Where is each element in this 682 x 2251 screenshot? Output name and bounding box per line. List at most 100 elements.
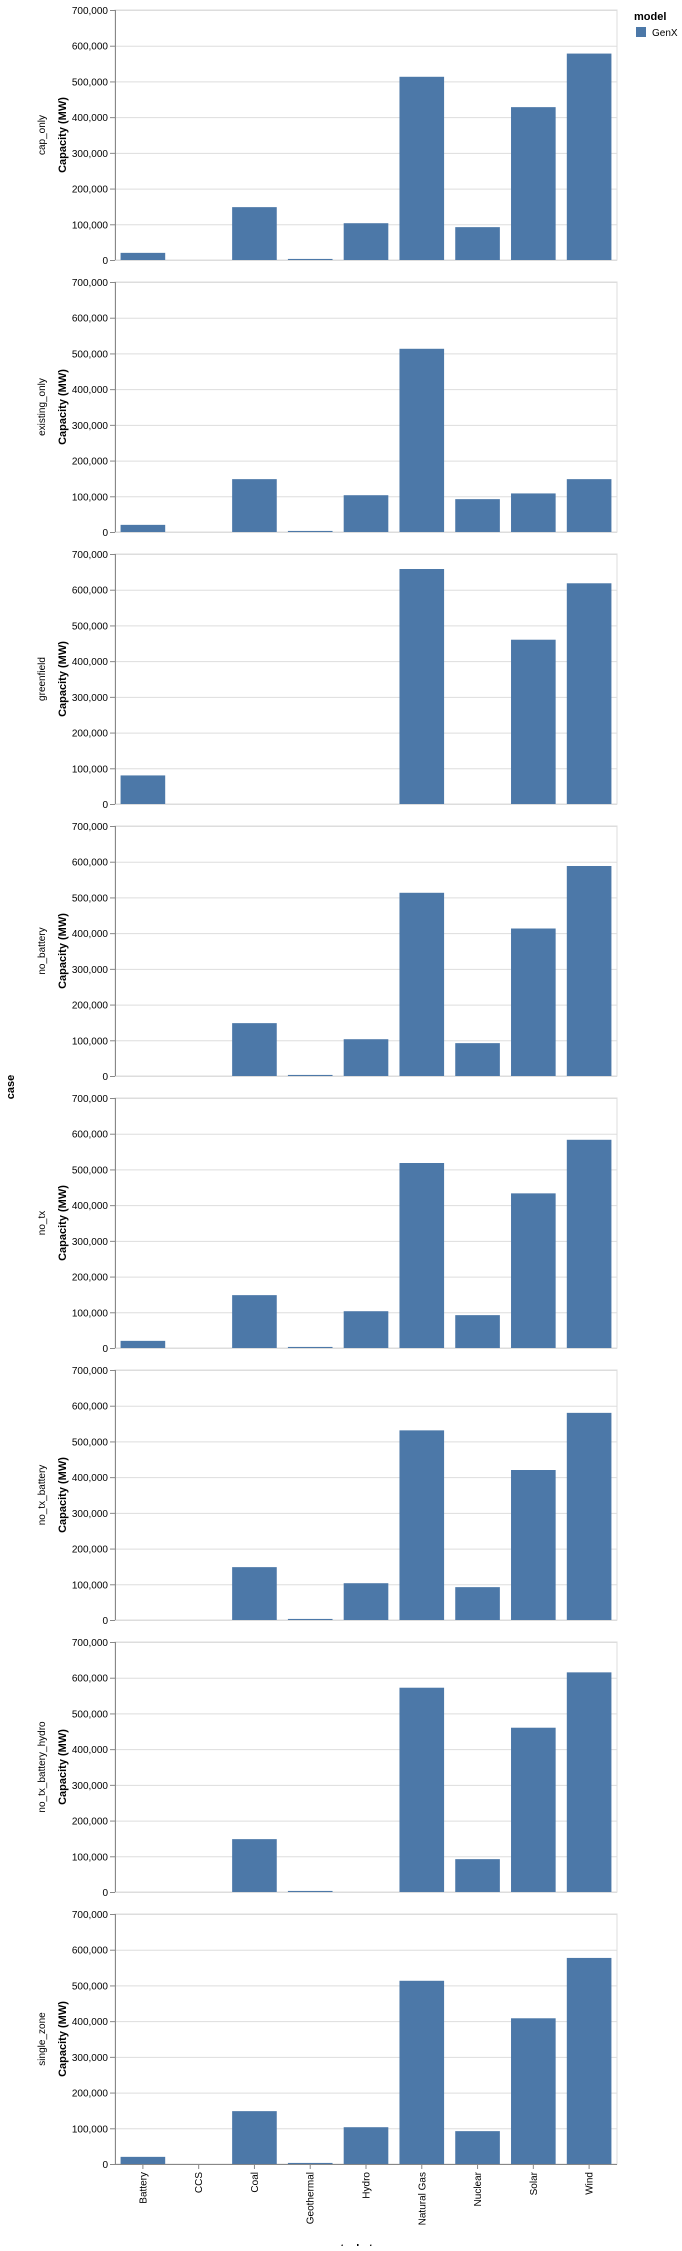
y-tick-label: 200,000	[72, 1001, 109, 1012]
bar-single_zone-wind	[566, 1957, 612, 2164]
y-tick-label: 700,000	[72, 1910, 109, 1921]
y-tick-label: 500,000	[72, 621, 109, 632]
y-tick-label: 500,000	[72, 349, 109, 360]
bar-greenfield-natural-gas	[399, 569, 445, 804]
y-tick-label: 300,000	[72, 693, 109, 704]
y-tick-label: 400,000	[72, 385, 109, 396]
y-tick-label: 400,000	[72, 657, 109, 668]
x-tick-label: Geothermal	[306, 2172, 317, 2224]
bar-no_tx_battery-solar	[511, 1470, 556, 1620]
y-tick-label: 400,000	[72, 113, 109, 124]
facet-label-cap_only: cap_only	[37, 115, 48, 155]
y-axis-title: Capacity (MW)	[57, 97, 69, 173]
bar-no_battery-solar	[511, 928, 556, 1076]
bar-greenfield-battery	[120, 775, 166, 804]
y-tick-label: 0	[102, 528, 108, 539]
bar-no_battery-hydro	[343, 1039, 389, 1076]
bar-no_battery-geothermal	[287, 1074, 333, 1076]
y-tick-label: 300,000	[72, 1509, 109, 1520]
x-tick-label: CCS	[194, 2172, 205, 2193]
y-tick-label: 700,000	[72, 1638, 109, 1649]
y-tick-label: 700,000	[72, 1094, 109, 1105]
bar-existing_only-coal	[232, 479, 277, 532]
x-tick-label: Wind	[585, 2172, 596, 2195]
y-axis-title: Capacity (MW)	[57, 641, 69, 717]
y-tick-label: 300,000	[72, 965, 109, 976]
facet-label-no_battery: no_battery	[37, 927, 48, 974]
y-tick-label: 600,000	[72, 314, 109, 325]
bar-existing_only-battery	[120, 524, 166, 532]
y-tick-label: 500,000	[72, 893, 109, 904]
legend-item-label: GenX	[652, 28, 678, 39]
bar-no_tx_battery-geothermal	[287, 1618, 333, 1620]
row-title: case	[5, 1075, 17, 1099]
bar-no_tx-wind	[566, 1139, 612, 1348]
y-axis-title: Capacity (MW)	[57, 1185, 69, 1261]
legend-swatch	[636, 27, 646, 37]
bar-cap_only-natural-gas	[399, 76, 445, 261]
y-tick-label: 700,000	[72, 822, 109, 833]
y-tick-label: 300,000	[72, 149, 109, 160]
y-tick-label: 500,000	[72, 1981, 109, 1992]
y-tick-label: 600,000	[72, 42, 109, 53]
y-tick-label: 500,000	[72, 1437, 109, 1448]
y-tick-label: 600,000	[72, 858, 109, 869]
y-axis-title: Capacity (MW)	[57, 1457, 69, 1533]
legend-title: model	[634, 11, 666, 23]
bar-single_zone-battery	[120, 2156, 166, 2164]
bar-single_zone-nuclear	[455, 2131, 500, 2164]
x-tick-label: Coal	[250, 2172, 261, 2193]
y-tick-label: 300,000	[72, 1237, 109, 1248]
bar-no_tx_battery-nuclear	[455, 1587, 500, 1620]
y-tick-label: 200,000	[72, 1817, 109, 1828]
y-tick-label: 400,000	[72, 1745, 109, 1756]
y-tick-label: 0	[102, 1616, 108, 1627]
facet-label-single_zone: single_zone	[37, 2012, 48, 2066]
bar-no_tx-battery	[120, 1340, 166, 1348]
y-tick-label: 400,000	[72, 1201, 109, 1212]
y-tick-label: 500,000	[72, 1709, 109, 1720]
y-tick-label: 700,000	[72, 550, 109, 561]
bar-greenfield-solar	[511, 639, 556, 804]
bar-no_tx_battery-natural-gas	[399, 1430, 445, 1620]
y-tick-label: 0	[102, 2160, 108, 2171]
bar-cap_only-geothermal	[287, 258, 333, 260]
y-tick-label: 0	[102, 256, 108, 267]
y-tick-label: 100,000	[72, 2124, 109, 2135]
y-tick-label: 100,000	[72, 1308, 109, 1319]
y-tick-label: 200,000	[72, 457, 109, 468]
y-tick-label: 200,000	[72, 1545, 109, 1556]
y-tick-label: 700,000	[72, 1366, 109, 1377]
bar-existing_only-hydro	[343, 495, 389, 532]
y-tick-label: 200,000	[72, 185, 109, 196]
y-tick-label: 500,000	[72, 77, 109, 88]
y-tick-label: 500,000	[72, 1165, 109, 1176]
bar-cap_only-battery	[120, 252, 166, 260]
bar-existing_only-natural-gas	[399, 348, 445, 532]
bar-no_battery-coal	[232, 1023, 277, 1076]
facet-label-no_tx: no_tx	[37, 1211, 48, 1235]
bar-no_tx_battery_hydro-coal	[232, 1839, 277, 1892]
bar-no_tx_battery-hydro	[343, 1583, 389, 1620]
y-tick-label: 100,000	[72, 492, 109, 503]
bar-cap_only-hydro	[343, 223, 389, 260]
y-tick-label: 100,000	[72, 1852, 109, 1863]
bar-no_tx-geothermal	[287, 1346, 333, 1348]
x-tick-label: Natural Gas	[417, 2172, 428, 2225]
y-tick-label: 600,000	[72, 1946, 109, 1957]
y-tick-label: 600,000	[72, 1674, 109, 1685]
bar-no_tx_battery_hydro-natural-gas	[399, 1687, 445, 1892]
bar-single_zone-geothermal	[287, 2162, 333, 2164]
y-tick-label: 100,000	[72, 764, 109, 775]
bar-single_zone-hydro	[343, 2127, 389, 2164]
bar-no_tx-nuclear	[455, 1315, 500, 1348]
bar-single_zone-natural-gas	[399, 1980, 445, 2164]
y-tick-label: 200,000	[72, 729, 109, 740]
y-tick-label: 400,000	[72, 2017, 109, 2028]
bar-no_tx-solar	[511, 1193, 556, 1348]
bar-no_tx_battery-coal	[232, 1567, 277, 1620]
bar-existing_only-nuclear	[455, 499, 500, 532]
bar-no_tx-natural-gas	[399, 1163, 445, 1348]
